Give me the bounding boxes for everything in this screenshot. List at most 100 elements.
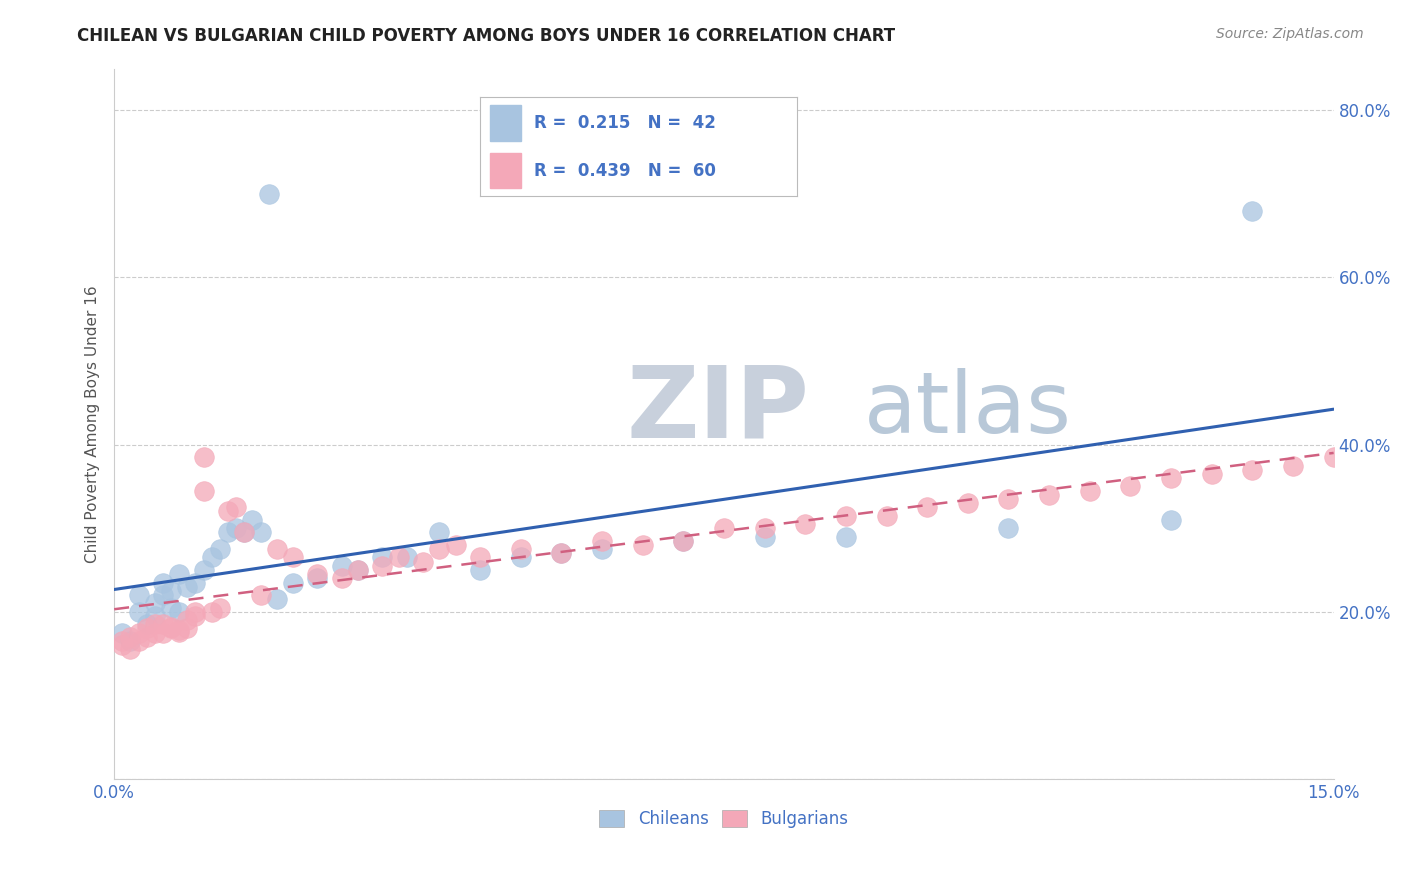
Point	[193, 483, 215, 498]
Point	[176, 580, 198, 594]
Point	[135, 622, 157, 636]
Point	[257, 186, 280, 201]
Point	[143, 625, 166, 640]
Point	[307, 571, 329, 585]
Point	[208, 542, 231, 557]
Point	[225, 521, 247, 535]
Point	[330, 558, 353, 573]
Point	[1119, 479, 1142, 493]
Point	[509, 542, 531, 557]
Point	[184, 575, 207, 590]
Point	[233, 525, 256, 540]
Point	[1201, 467, 1223, 481]
Point	[713, 521, 735, 535]
Point	[167, 624, 190, 639]
Point	[152, 617, 174, 632]
Point	[444, 538, 467, 552]
Point	[167, 623, 190, 637]
Text: Source: ZipAtlas.com: Source: ZipAtlas.com	[1216, 27, 1364, 41]
Point	[120, 642, 142, 657]
Point	[266, 542, 288, 557]
Point	[160, 583, 183, 598]
Point	[152, 575, 174, 590]
Point	[468, 563, 491, 577]
Point	[371, 550, 394, 565]
Point	[1241, 463, 1264, 477]
Point	[111, 638, 134, 652]
Point	[193, 563, 215, 577]
Point	[388, 550, 411, 565]
Legend: Chileans, Bulgarians: Chileans, Bulgarians	[593, 803, 855, 835]
Point	[217, 504, 239, 518]
Point	[152, 625, 174, 640]
Point	[330, 571, 353, 585]
Point	[591, 533, 613, 548]
Point	[835, 508, 858, 523]
Point	[160, 622, 183, 636]
Point	[120, 634, 142, 648]
Point	[468, 550, 491, 565]
Point	[128, 625, 150, 640]
Point	[208, 600, 231, 615]
Point	[429, 525, 451, 540]
Point	[429, 542, 451, 557]
Point	[1160, 513, 1182, 527]
Point	[956, 496, 979, 510]
Point	[135, 630, 157, 644]
Point	[1241, 203, 1264, 218]
Point	[120, 630, 142, 644]
Point	[143, 609, 166, 624]
Point	[281, 550, 304, 565]
Point	[128, 634, 150, 648]
Point	[111, 625, 134, 640]
Point	[371, 558, 394, 573]
Point	[249, 525, 271, 540]
Point	[217, 525, 239, 540]
Text: ZIP: ZIP	[626, 361, 810, 458]
Text: atlas: atlas	[865, 368, 1073, 451]
Point	[193, 450, 215, 464]
Point	[307, 567, 329, 582]
Point	[672, 533, 695, 548]
Y-axis label: Child Poverty Among Boys Under 16: Child Poverty Among Boys Under 16	[86, 285, 100, 563]
Point	[794, 516, 817, 531]
Point	[915, 500, 938, 515]
Point	[876, 508, 898, 523]
Point	[167, 567, 190, 582]
Point	[266, 592, 288, 607]
Point	[591, 542, 613, 557]
Point	[201, 550, 224, 565]
Point	[111, 634, 134, 648]
Point	[143, 596, 166, 610]
Point	[176, 622, 198, 636]
Point	[225, 500, 247, 515]
Point	[672, 533, 695, 548]
Point	[509, 550, 531, 565]
Point	[347, 563, 370, 577]
Point	[184, 605, 207, 619]
Point	[550, 546, 572, 560]
Point	[176, 613, 198, 627]
Point	[1078, 483, 1101, 498]
Point	[160, 600, 183, 615]
Point	[395, 550, 418, 565]
Point	[754, 521, 776, 535]
Point	[201, 605, 224, 619]
Point	[1323, 450, 1346, 464]
Point	[550, 546, 572, 560]
Point	[184, 609, 207, 624]
Point	[1160, 471, 1182, 485]
Point	[1038, 488, 1060, 502]
Point	[128, 605, 150, 619]
Point	[281, 575, 304, 590]
Point	[143, 617, 166, 632]
Point	[835, 530, 858, 544]
Point	[412, 555, 434, 569]
Point	[167, 605, 190, 619]
Point	[249, 588, 271, 602]
Point	[754, 530, 776, 544]
Point	[242, 513, 264, 527]
Point	[347, 563, 370, 577]
Point	[997, 521, 1019, 535]
Point	[152, 588, 174, 602]
